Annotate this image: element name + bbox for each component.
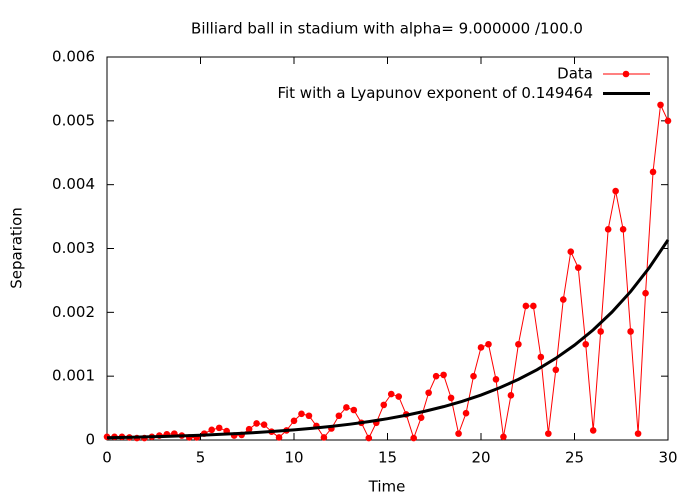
data-point: [470, 372, 477, 380]
data-point: [664, 117, 672, 125]
data-point: [604, 226, 612, 233]
data-point: [350, 406, 358, 414]
data-point: [522, 302, 530, 310]
data-point: [552, 366, 560, 374]
data-point: [260, 421, 268, 428]
y-tick-label: 0.004: [52, 175, 95, 193]
data-point: [627, 328, 634, 335]
data-point: [567, 248, 575, 255]
data-point: [597, 328, 604, 335]
data-point: [343, 404, 350, 411]
data-point: [649, 168, 657, 176]
data-point: [530, 302, 537, 310]
data-point: [515, 340, 522, 348]
data-point: [417, 414, 425, 421]
data-point: [298, 410, 305, 418]
x-tick-label: 15: [378, 449, 397, 467]
data-point: [619, 226, 627, 233]
x-tick-label: 30: [658, 449, 677, 467]
data-point: [365, 434, 373, 442]
data-point: [559, 296, 567, 303]
data-point: [335, 412, 343, 420]
data-point: [320, 434, 328, 441]
data-point: [275, 434, 283, 441]
data-point: [485, 340, 492, 348]
data-point: [387, 390, 395, 398]
series-line: [106, 239, 670, 440]
data-point: [440, 371, 447, 379]
data-point: [245, 425, 253, 433]
legend-label: Data: [557, 65, 593, 83]
data-point: [634, 430, 642, 437]
legend-point: [622, 70, 630, 78]
data-point: [492, 376, 500, 383]
data-point: [642, 289, 649, 297]
data-point: [410, 434, 417, 442]
data-point: [574, 264, 582, 271]
data-point: [589, 427, 597, 434]
data-point: [657, 101, 664, 109]
chart-title: Billiard ball in stadium with alpha= 9.0…: [191, 20, 583, 38]
data-point: [545, 430, 552, 437]
y-tick-label: 0: [85, 431, 95, 449]
data-point: [380, 401, 388, 409]
data-point: [425, 389, 432, 397]
data-point: [305, 412, 313, 420]
y-tick-label: 0.001: [52, 367, 95, 385]
x-tick-label: 5: [196, 449, 206, 467]
data-point: [477, 344, 485, 351]
y-tick-label: 0.003: [52, 239, 95, 257]
legend-label: Fit with a Lyapunov exponent of 0.149464: [277, 84, 593, 102]
data-point: [447, 394, 455, 402]
data-point: [507, 392, 515, 399]
data-point: [290, 417, 298, 425]
data-point: [215, 424, 223, 432]
data-point: [537, 353, 545, 361]
y-tick-label: 0.005: [52, 111, 95, 129]
x-tick-label: 25: [565, 449, 584, 467]
data-point: [455, 430, 462, 437]
data-point: [462, 409, 470, 417]
data-point: [612, 187, 619, 195]
data-point: [500, 433, 507, 441]
data-point: [253, 420, 260, 427]
data-point: [395, 393, 403, 400]
data-point: [582, 340, 590, 348]
x-tick-label: 10: [284, 449, 303, 467]
data-point: [208, 426, 216, 434]
x-tick-label: 20: [471, 449, 490, 467]
data-point: [432, 372, 440, 380]
x-tick-label: 0: [102, 449, 112, 467]
y-axis-label: Separation: [8, 207, 26, 289]
y-tick-label: 0.006: [52, 48, 95, 66]
x-axis-label: Time: [368, 478, 406, 496]
y-tick-label: 0.002: [52, 303, 95, 321]
